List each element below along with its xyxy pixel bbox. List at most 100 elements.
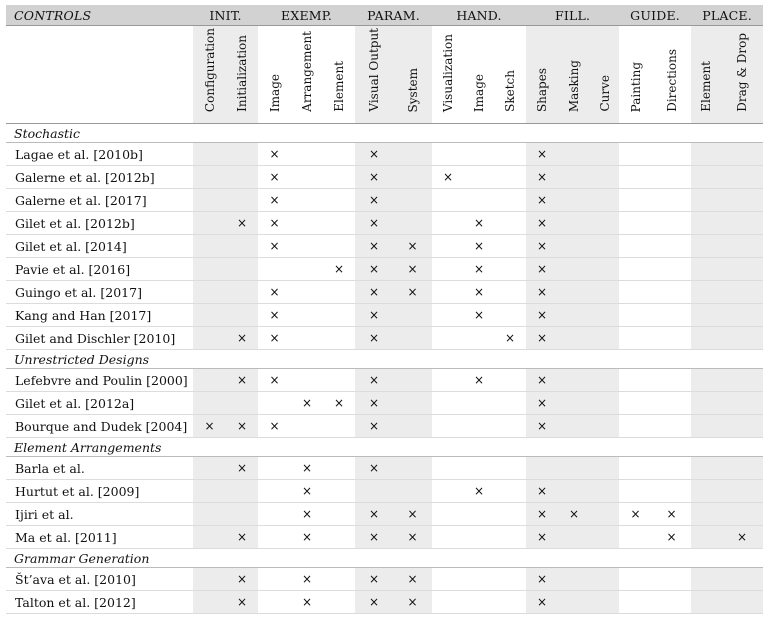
empty-cell [721, 456, 764, 480]
empty-cell [258, 456, 292, 480]
empty-cell [652, 368, 692, 392]
empty-cell [590, 326, 620, 350]
row-label: Gilet et al. [2014] [6, 234, 193, 258]
empty-cell [193, 368, 226, 392]
empty-cell [619, 479, 653, 503]
mark-cell: × [526, 502, 559, 526]
mark-cell: × [291, 525, 324, 549]
row-label: Gilet and Dischler [2010] [6, 326, 193, 350]
empty-cell [494, 479, 527, 503]
empty-cell [193, 391, 226, 415]
column-header-label: Directions [664, 49, 679, 112]
column-header-label: Element [699, 61, 714, 112]
empty-cell [291, 211, 324, 235]
mark-cell: × [226, 368, 259, 392]
mark-cell: × [526, 142, 559, 166]
column-header-9: Sketch [494, 25, 527, 124]
mark-cell: × [355, 234, 394, 258]
row-label: Galerne et al. [2012b] [6, 165, 193, 189]
empty-cell [590, 368, 620, 392]
mark-cell: × [526, 211, 559, 235]
empty-cell [691, 234, 722, 258]
empty-cell [721, 502, 764, 526]
row-label: Ijiri et al. [6, 502, 193, 526]
empty-cell [619, 456, 653, 480]
section-title: Grammar Generation [6, 548, 764, 568]
column-header-label: Painting [628, 61, 643, 112]
mark-cell: × [393, 502, 433, 526]
empty-cell [558, 326, 591, 350]
empty-cell [258, 567, 292, 591]
section-row: Element Arrangements [6, 437, 764, 457]
column-header-16: Drag & Drop [721, 25, 764, 124]
mark-cell: × [355, 414, 394, 438]
mark-cell: × [526, 414, 559, 438]
column-header-11: Masking [558, 25, 591, 124]
empty-cell [558, 142, 591, 166]
empty-cell [193, 303, 226, 327]
empty-cell [691, 188, 722, 212]
mark-cell: × [464, 280, 495, 304]
mark-cell: × [526, 368, 559, 392]
empty-cell [258, 502, 292, 526]
mark-cell: × [258, 280, 292, 304]
mark-cell: × [226, 456, 259, 480]
empty-cell [193, 590, 226, 614]
empty-cell [226, 479, 259, 503]
mark-cell: × [258, 234, 292, 258]
empty-cell [590, 303, 620, 327]
empty-cell [590, 234, 620, 258]
empty-cell [226, 165, 259, 189]
empty-cell [652, 590, 692, 614]
empty-cell [558, 414, 591, 438]
empty-cell [691, 590, 722, 614]
empty-cell [691, 456, 722, 480]
table-row: Kang and Han [2017] × × × × [6, 303, 764, 327]
empty-cell [590, 211, 620, 235]
table-row: Bourque and Dudek [2004] × × × × × [6, 414, 764, 438]
mark-cell: × [721, 525, 764, 549]
mark-cell: × [355, 567, 394, 591]
empty-cell [393, 326, 433, 350]
mark-cell: × [526, 303, 559, 327]
mark-cell: × [291, 456, 324, 480]
empty-cell [619, 414, 653, 438]
empty-cell [432, 188, 465, 212]
empty-cell [193, 211, 226, 235]
mark-cell: × [355, 368, 394, 392]
mark-cell: × [258, 188, 292, 212]
empty-cell [193, 257, 226, 281]
empty-cell [494, 211, 527, 235]
column-header-2: Image [258, 25, 292, 124]
column-header-1: Initialization [226, 25, 259, 124]
empty-cell [721, 326, 764, 350]
mark-cell: × [393, 257, 433, 281]
empty-cell [226, 303, 259, 327]
mark-cell: × [355, 303, 394, 327]
section-title: Element Arrangements [6, 437, 764, 457]
group-header-0: INIT. [193, 5, 259, 26]
table-row: Gilet et al. [2012a] × × × × [6, 391, 764, 415]
mark-cell: × [226, 414, 259, 438]
empty-cell [558, 280, 591, 304]
empty-cell [652, 211, 692, 235]
empty-cell [193, 567, 226, 591]
empty-cell [323, 567, 356, 591]
mark-cell: × [226, 567, 259, 591]
empty-cell [558, 368, 591, 392]
controls-table: CONTROLS INIT. EXEMP. PARAM. HAND. FILL. GUID… [6, 5, 764, 614]
column-header-14: Directions [652, 25, 692, 124]
empty-cell [558, 188, 591, 212]
column-header-0: Configuration [193, 25, 226, 124]
table-row: Hurtut et al. [2009] × × × [6, 479, 764, 503]
empty-cell [464, 456, 495, 480]
mark-cell: × [393, 234, 433, 258]
empty-cell [393, 456, 433, 480]
empty-cell [193, 326, 226, 350]
empty-cell [494, 368, 527, 392]
mark-cell: × [393, 280, 433, 304]
group-header-2: PARAM. [355, 5, 433, 26]
table-row: Ijiri et al. × × × × × × × [6, 502, 764, 526]
empty-cell [323, 502, 356, 526]
table-row: Talton et al. [2012] × × × × × [6, 590, 764, 614]
